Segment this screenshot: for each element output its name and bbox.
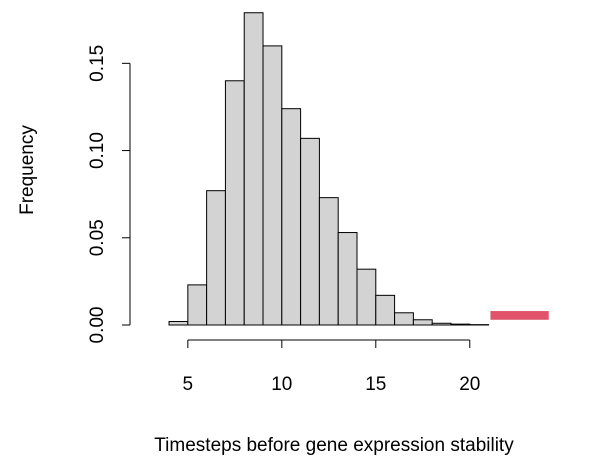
y-tick-label: 0.10 bbox=[87, 132, 108, 169]
bar bbox=[168, 321, 189, 326]
x-tick-label: 5 bbox=[183, 374, 194, 395]
bar bbox=[187, 284, 208, 326]
bar bbox=[281, 108, 302, 326]
bar bbox=[394, 312, 414, 326]
y-tick-label: 0.05 bbox=[87, 219, 108, 256]
bar bbox=[262, 45, 283, 326]
x-tick-label: 10 bbox=[271, 374, 292, 395]
bar bbox=[243, 12, 264, 326]
bar bbox=[224, 80, 245, 326]
bar bbox=[318, 197, 339, 326]
y-tick-label: 0.00 bbox=[87, 307, 108, 344]
bar bbox=[412, 319, 433, 326]
highlight-bar bbox=[490, 311, 549, 320]
bar bbox=[375, 294, 396, 326]
bar bbox=[206, 190, 226, 326]
bar bbox=[431, 322, 452, 326]
x-tick-label: 15 bbox=[365, 374, 386, 395]
bar bbox=[300, 137, 320, 326]
x-tick-label: 20 bbox=[459, 374, 480, 395]
y-tick-label: 0.15 bbox=[87, 45, 108, 82]
bar bbox=[337, 232, 358, 326]
bar bbox=[356, 268, 377, 326]
y-axis-label: Frequency bbox=[17, 125, 38, 215]
bar bbox=[450, 323, 471, 326]
x-axis-label: Timesteps before gene expression stabili… bbox=[154, 435, 514, 456]
